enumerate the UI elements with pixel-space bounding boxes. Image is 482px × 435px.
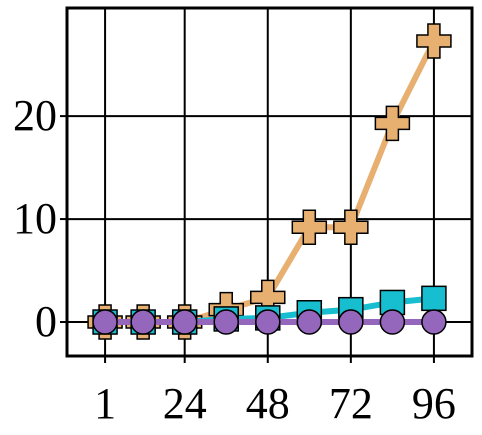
marker [374, 105, 411, 142]
x-tick-label: 72 [329, 379, 373, 428]
marker [421, 309, 447, 335]
marker [338, 309, 364, 335]
y-tick-label: 10 [13, 194, 57, 243]
y-tick-label: 20 [13, 91, 57, 140]
marker [416, 23, 452, 59]
marker [213, 309, 239, 335]
marker [333, 209, 369, 246]
x-tick-label: 24 [163, 379, 207, 428]
x-tick-label: 1 [94, 379, 116, 428]
y-tick-label: 0 [35, 297, 57, 346]
x-tick-label: 96 [412, 379, 456, 428]
marker [296, 309, 323, 335]
marker [379, 309, 406, 335]
plot-frame [65, 6, 474, 358]
marker [291, 209, 328, 246]
marker [92, 309, 118, 335]
x-tick-label: 48 [246, 379, 290, 428]
marker [130, 309, 156, 335]
marker [255, 309, 281, 335]
marker [421, 285, 447, 312]
marker [171, 309, 198, 335]
